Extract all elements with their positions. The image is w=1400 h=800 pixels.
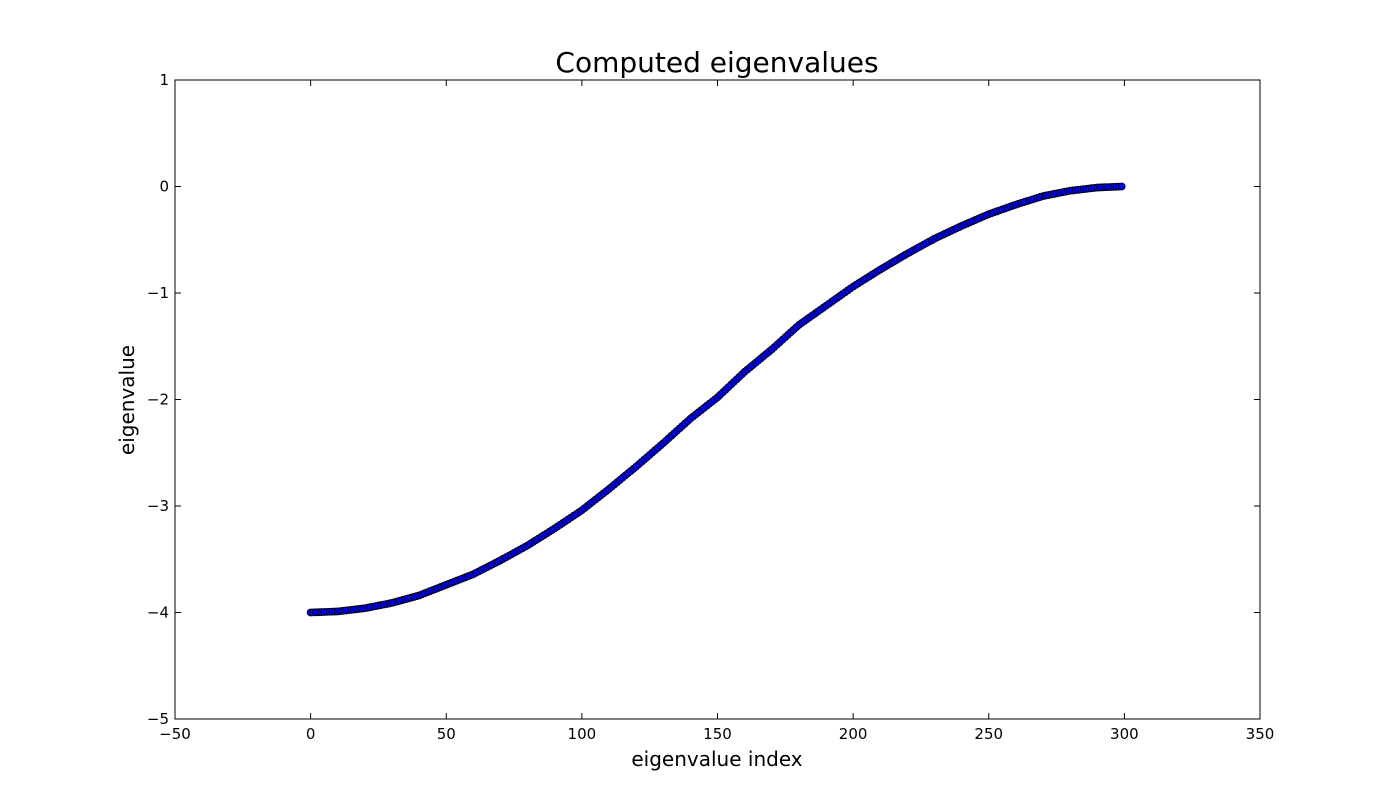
data-point xyxy=(1117,182,1126,191)
x-tick-label: 0 xyxy=(306,725,316,743)
x-tick-label: −50 xyxy=(159,725,191,743)
x-tick-label: 250 xyxy=(974,725,1003,743)
axis-ticks: −50 0 50 100 150 200 250 300 350 1 0 −1 −2 −3 −4 −5 xyxy=(147,71,1274,743)
y-tick-label: −3 xyxy=(147,497,169,515)
y-tick-label: 0 xyxy=(159,178,169,196)
y-tick-label: −4 xyxy=(147,604,169,622)
y-tick-label: −5 xyxy=(147,710,169,728)
x-tick-label: 150 xyxy=(703,725,732,743)
y-tick-label: 1 xyxy=(159,71,169,89)
x-axis-label: eigenvalue index xyxy=(631,747,802,771)
x-tick-label: 100 xyxy=(568,725,597,743)
x-tick-label: 350 xyxy=(1246,725,1275,743)
y-axis-label: eigenvalue xyxy=(115,345,139,455)
y-tick-label: −2 xyxy=(147,391,169,409)
x-tick-label: 300 xyxy=(1110,725,1139,743)
y-tick-label: −1 xyxy=(147,284,169,302)
x-tick-label: 200 xyxy=(839,725,868,743)
scatter-points xyxy=(306,182,1126,617)
x-tick-label: 50 xyxy=(437,725,456,743)
chart-title: Computed eigenvalues xyxy=(555,46,878,79)
